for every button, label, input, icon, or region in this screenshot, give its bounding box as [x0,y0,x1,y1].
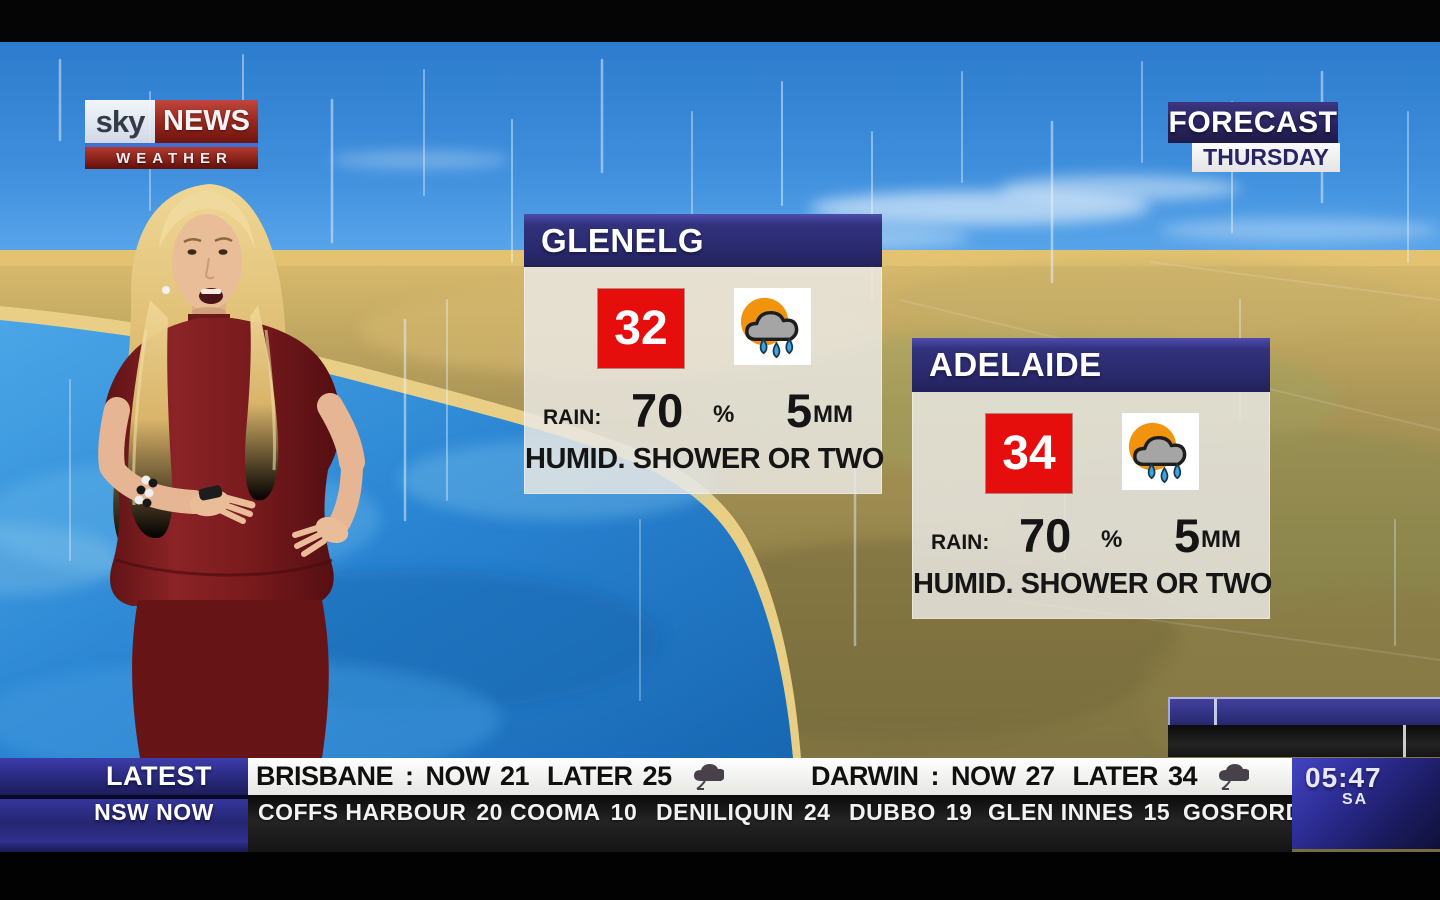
forecast-badge-title: FORECAST [1168,102,1338,143]
amount-unit: MM [1201,526,1241,553]
card-body: 34 RAIN: 70 % 5 MM HUMID. SHOWER OR TWO [912,392,1272,619]
rain-label: RAIN: [931,531,990,554]
weather-card-adelaide: ADELAIDE 34 RAIN: 70 % 5 MM HUMID. SHOWE… [912,338,1272,619]
clock-time: 05:47 [1305,762,1382,793]
hair-right [245,306,279,501]
empty-graphics-panel [1168,697,1440,757]
card-body: 32 RAIN: 70 % 5 MM HUMID. SHOWER OR TWO [524,267,884,494]
eye [218,249,228,255]
rain-amount-value: 5 [1174,509,1201,562]
storm-cloud-icon [1219,763,1250,790]
conditions-summary: HUMID. SHOWER OR TWO [913,568,1272,600]
temperature-badge: 32 [598,289,684,368]
weather-card-glenelg: GLENELG 32 RAIN: 70 % 5 MM HUMID. SHOWER… [524,214,884,494]
ticker-left-panel: LATEST NSW NOW [0,758,248,852]
sun-shower-icon [734,288,811,365]
logo-blue-line [85,143,258,147]
ticker-city-darwin: DARWIN : NOW 27 LATER 34 [811,758,1250,795]
ticker-latest-label: LATEST [0,758,248,795]
ticker-town: COFFS HARBOUR 20 [258,799,503,825]
storm-cloud-icon [693,763,724,790]
card-city-name: ADELAIDE [912,338,1270,392]
forecast-badge-day: THURSDAY [1192,143,1340,172]
earring [162,286,170,294]
ticker-town: GLEN INNES 15 [988,799,1171,825]
ticker-town: GOSFORD [1183,799,1292,825]
letterbox-bottom [0,852,1440,900]
ticker-town: DENILIQUIN 24 [656,799,831,825]
rain-label: RAIN: [543,406,602,429]
peplum-line [115,558,333,577]
rain-percent-value: 70 [1019,509,1072,562]
ticker-town: DUBBO 19 [849,799,973,825]
temperature-badge: 34 [986,414,1072,493]
conditions-summary: HUMID. SHOWER OR TWO [525,443,884,475]
right-hand [315,516,349,544]
hair-fringe [159,190,255,250]
panel-black-bar [1168,725,1440,757]
rain-amount-value: 5 [786,384,813,437]
clock-box: 05:47 SA [1292,758,1440,849]
sky-logo-text: sky [85,100,155,143]
rain-percent-value: 70 [631,384,684,437]
ticker-row-capitals: BRISBANE : NOW 21 LATER 25 DARWIN : NOW … [248,758,1292,795]
weather-logo-text: WEATHER [85,147,258,169]
ticker-region-label: NSW NOW [0,799,248,852]
clicker [198,485,223,501]
dress-skirt [132,600,329,758]
eye [187,249,197,255]
presenter [98,184,365,758]
percent-unit: % [713,401,735,428]
sky-news-weather-logo: sky NEWS WEATHER [85,100,258,169]
ticker-row-towns: COFFS HARBOUR 20 COOMA 10 DENILIQUIN 24 DUB… [248,795,1292,852]
ticker-city-brisbane: BRISBANE : NOW 21 LATER 25 [256,758,724,795]
letterbox-top [0,0,1440,42]
news-logo-text: NEWS [155,100,258,143]
percent-unit: % [1101,526,1123,553]
card-city-name: GLENELG [524,214,882,267]
clock-timezone: SA [1342,791,1369,808]
panel-navy-bar [1168,697,1440,725]
amount-unit: MM [813,401,853,428]
ticker-town: COOMA 10 [510,799,638,825]
ticker-panel-divider [0,795,248,799]
sun-shower-icon [1122,413,1199,490]
bracelet [134,475,158,508]
